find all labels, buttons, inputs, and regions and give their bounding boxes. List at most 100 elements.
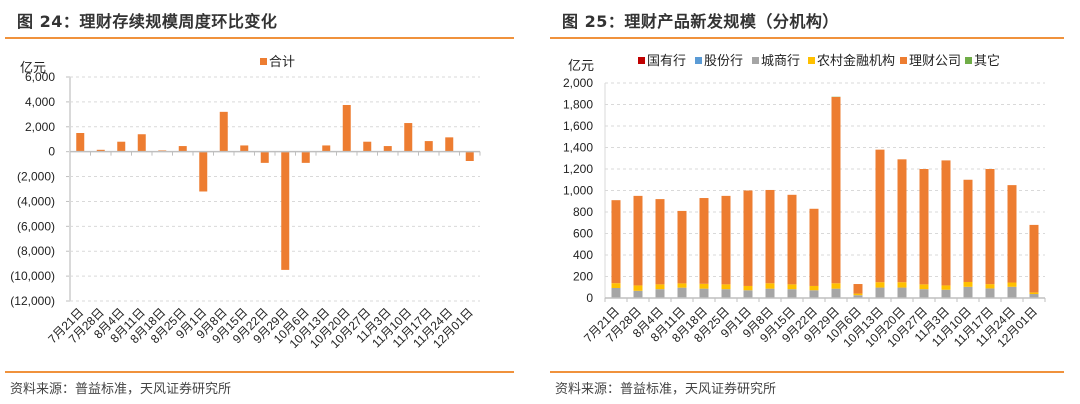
y-tick-label: 1,800	[563, 98, 593, 112]
y-tick-label: 0	[48, 145, 55, 159]
y-axis-unit: 亿元	[20, 60, 46, 75]
bar	[301, 151, 310, 163]
y-tick-label: (2,000)	[17, 170, 55, 184]
footer-divider	[5, 371, 514, 373]
bar-segment	[787, 289, 797, 298]
left-source-note: 资料来源：普益标准，天风证券研究所	[10, 382, 232, 397]
bar-segment	[831, 96, 841, 284]
legend-label: 农村金融机构	[817, 53, 895, 68]
bar-segment	[787, 284, 797, 290]
y-tick-label: 6,000	[25, 70, 55, 84]
bar	[445, 137, 454, 152]
bar-segment	[875, 282, 885, 288]
bar	[219, 111, 228, 152]
y-tick-label: (4,000)	[17, 194, 55, 208]
bar-segment	[655, 284, 665, 290]
legend-swatch	[695, 57, 702, 64]
y-tick-label: 600	[573, 227, 593, 241]
right-chart-title: 图 25：理财产品新发规模（分机构）	[562, 12, 839, 31]
y-tick-label: 4,000	[25, 95, 55, 109]
bar	[342, 105, 351, 152]
bar-segment	[765, 283, 775, 289]
bar	[117, 141, 126, 152]
bar	[322, 145, 331, 152]
left-chart-title: 图 24：理财存续规模周度环比变化	[17, 12, 278, 31]
bar	[240, 145, 249, 152]
bar-segment	[655, 199, 665, 285]
y-tick-label: 2,000	[563, 76, 593, 90]
bar-segment	[831, 283, 841, 289]
bar-segment	[941, 285, 951, 290]
bar-segment	[721, 195, 731, 285]
legend-swatch	[900, 57, 907, 64]
bar-segment	[699, 198, 709, 284]
bar-segment	[853, 295, 863, 298]
bar	[96, 149, 105, 152]
bar-segment	[677, 287, 687, 298]
bar-segment	[875, 287, 885, 298]
bar	[281, 151, 290, 270]
right-stacked-bar-chart: 亿元 2,000 1,800 1,600 1,400 1,200 1,000 800 600 40…	[563, 53, 1046, 350]
bar-segment	[1029, 294, 1039, 298]
legend-label: 股份行	[704, 53, 743, 68]
bar-segment	[985, 284, 995, 289]
title-divider	[5, 37, 514, 39]
bar	[76, 133, 85, 152]
bar-segment	[831, 288, 841, 298]
y-tick-label: 200	[573, 270, 593, 284]
bar-segment	[611, 288, 621, 298]
bar-segment	[1007, 282, 1017, 287]
y-tick-label: (6,000)	[17, 219, 55, 233]
bar-segment	[765, 189, 775, 284]
bar-segment	[743, 190, 753, 286]
bar-segment	[809, 290, 819, 298]
y-tick-label: (8,000)	[17, 244, 55, 258]
bar-segment	[897, 287, 907, 298]
bar-segment	[633, 290, 643, 298]
bar	[465, 151, 474, 161]
bar-segment	[743, 285, 753, 291]
right-chart-panel: 图 25：理财产品新发规模（分机构） 亿元 2,000 1,800 1,600 1,40…	[545, 0, 1080, 404]
bar-segment	[633, 195, 643, 286]
bar-segment	[897, 282, 907, 288]
bar	[383, 146, 392, 152]
left-bar-chart: 亿元6,000 4,000 2,000 0 (2,000) (4,000) (6,000) (…	[10, 54, 481, 351]
bar-segment	[743, 290, 753, 298]
y-tick-label: 2,000	[25, 120, 55, 134]
bar-segment	[919, 284, 929, 290]
bar-segment	[985, 288, 995, 298]
bar-segment	[853, 293, 863, 296]
bar-segment	[699, 283, 709, 289]
bar	[404, 123, 413, 152]
bar	[178, 146, 187, 152]
bar-segment	[809, 208, 819, 286]
bar-segment	[1007, 185, 1017, 283]
bar-segment	[941, 289, 951, 298]
bar-segment	[853, 284, 863, 294]
bar-segment	[875, 149, 885, 283]
y-tick-label: 1,400	[563, 141, 593, 155]
bar-segment	[941, 160, 951, 286]
bar	[260, 151, 269, 163]
legend-label: 合计	[269, 54, 295, 69]
bar-segment	[1029, 224, 1039, 293]
right-source-note: 资料来源：普益标准，天风证券研究所	[555, 382, 777, 397]
bar-segment	[721, 284, 731, 290]
legend-swatch	[752, 57, 759, 64]
y-tick-label: 1,600	[563, 119, 593, 133]
bar-segment	[1029, 292, 1039, 295]
legend-swatch	[260, 58, 267, 65]
bar-segment	[611, 283, 621, 289]
bar-segment	[985, 169, 995, 285]
y-tick-label: (12,000)	[10, 294, 55, 308]
legend-label: 理财公司	[909, 53, 961, 68]
left-chart-panel: 图 24：理财存续规模周度环比变化 亿元 6,000 4,000 2,000 0 (2,0…	[0, 0, 530, 404]
bar	[363, 141, 372, 152]
y-tick-label: (10,000)	[10, 269, 55, 283]
title-divider	[550, 37, 1064, 39]
bar-segment	[721, 289, 731, 298]
bar	[199, 151, 208, 192]
bar-segment	[809, 285, 819, 291]
bar-segment	[963, 281, 973, 287]
legend-swatch	[965, 57, 972, 64]
